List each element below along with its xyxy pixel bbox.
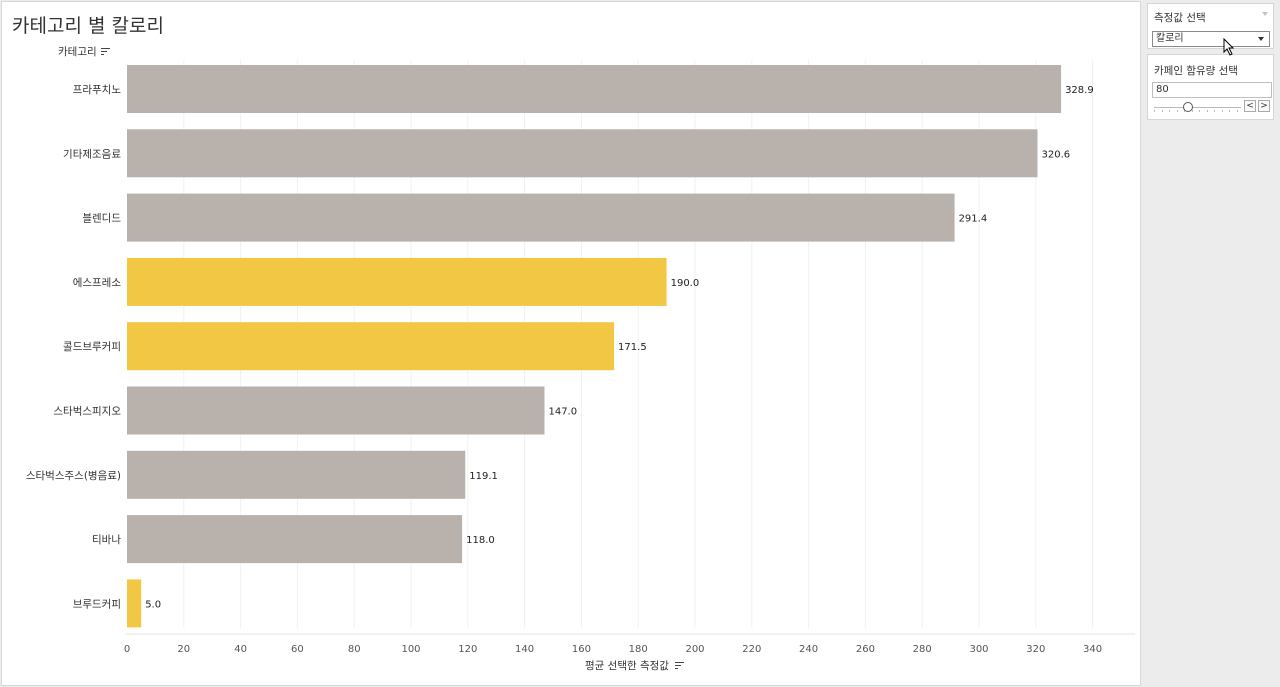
x-axis-title: 평균 선택한 측정값 xyxy=(585,658,684,673)
next-step-button[interactable]: > xyxy=(1258,100,1270,112)
caffeine-card: 카페인 함유량 선택 80 < > xyxy=(1147,54,1274,120)
data-label: 328.9 xyxy=(1065,85,1094,96)
caffeine-title: 카페인 함유량 선택 xyxy=(1154,65,1238,77)
category-label: 프라푸치노 xyxy=(73,84,122,96)
slider-tick xyxy=(1214,110,1215,112)
caffeine-input[interactable]: 80 xyxy=(1152,82,1272,98)
chevron-down-icon xyxy=(1258,37,1264,41)
measure-select-card: 측정값 선택 칼로리 xyxy=(1147,3,1274,49)
category-label: 스타벅스피지오 xyxy=(53,406,121,418)
category-label: 콜드브루커피 xyxy=(63,341,121,353)
slider-tick xyxy=(1154,110,1155,112)
slider-tick xyxy=(1236,110,1238,112)
x-tick-label: 160 xyxy=(572,644,591,655)
bar-chart: 0 20 40 60 80 100 120 140 160 180 200 220 240 260 280 3… xyxy=(26,60,1135,655)
data-label: 291.4 xyxy=(959,214,988,225)
category-label: 에스프레소 xyxy=(73,277,122,289)
x-tick-label: 200 xyxy=(685,644,704,655)
slider-tick xyxy=(1176,110,1178,112)
category-label: 스타벅스주스(병음료) xyxy=(26,470,121,482)
slider-tick xyxy=(1206,110,1208,112)
x-tick-label: 0 xyxy=(124,644,130,655)
category-label: 기타제조음료 xyxy=(63,148,121,160)
caffeine-slider-track[interactable] xyxy=(1154,107,1241,108)
data-label: 320.6 xyxy=(1042,149,1071,160)
slider-tick xyxy=(1199,110,1200,112)
row-header: 카테고리 xyxy=(58,44,110,59)
slider-tick xyxy=(1169,110,1170,112)
x-tick-label: 60 xyxy=(291,644,304,655)
sort-icon[interactable] xyxy=(100,47,110,56)
data-label: 171.5 xyxy=(618,342,647,353)
x-tick-label: 320 xyxy=(1026,644,1045,655)
card-menu-arrow-icon[interactable] xyxy=(1262,12,1268,16)
x-sort-icon[interactable] xyxy=(674,661,684,670)
data-label: 190.0 xyxy=(671,278,700,289)
bar[interactable] xyxy=(127,579,142,628)
slider-tick xyxy=(1161,110,1163,112)
category-label: 브루드커피 xyxy=(73,598,121,610)
x-tick-label: 260 xyxy=(856,644,875,655)
category-label: 티바나 xyxy=(92,534,121,546)
x-tick-label: 80 xyxy=(348,644,361,655)
x-tick-label: 20 xyxy=(177,644,190,655)
data-label: 147.0 xyxy=(548,407,577,418)
control-sidebar: 측정값 선택 칼로리 카페인 함유량 선택 80 < > xyxy=(1142,0,1280,687)
x-tick-label: 240 xyxy=(799,644,818,655)
bar[interactable] xyxy=(127,65,1062,113)
x-axis-title-label: 평균 선택한 측정값 xyxy=(585,660,669,672)
bar[interactable] xyxy=(127,386,545,435)
x-tick-label: 100 xyxy=(401,644,420,655)
measure-dropdown[interactable]: 칼로리 xyxy=(1152,31,1270,47)
data-label: 119.1 xyxy=(469,471,498,482)
category-label: 블렌디드 xyxy=(82,213,121,225)
x-tick-label: 220 xyxy=(742,644,761,655)
prev-step-button[interactable]: < xyxy=(1244,100,1256,112)
x-tick-label: 40 xyxy=(234,644,247,655)
x-tick-label: 180 xyxy=(629,644,648,655)
x-tick-label: 340 xyxy=(1083,644,1102,655)
measure-dropdown-value: 칼로리 xyxy=(1156,33,1184,44)
x-tick-label: 280 xyxy=(913,644,932,655)
bar[interactable] xyxy=(127,129,1038,178)
bar[interactable] xyxy=(127,322,615,371)
data-label: 118.0 xyxy=(466,535,495,546)
data-label: 5.0 xyxy=(145,599,161,610)
measure-select-title: 측정값 선택 xyxy=(1154,12,1206,24)
mouse-cursor-icon xyxy=(1223,38,1235,56)
x-tick-label: 140 xyxy=(515,644,534,655)
slider-tick xyxy=(1191,110,1193,112)
row-header-label: 카테고리 xyxy=(58,46,97,58)
caffeine-slider-handle[interactable] xyxy=(1183,102,1193,112)
chart-title: 카테고리 별 칼로리 xyxy=(12,15,164,37)
slider-tick xyxy=(1221,110,1223,112)
bar[interactable] xyxy=(127,450,466,499)
bar[interactable] xyxy=(127,257,667,306)
slider-tick xyxy=(1229,110,1230,112)
x-tick-label: 300 xyxy=(969,644,988,655)
bar[interactable] xyxy=(127,193,955,242)
bar[interactable] xyxy=(127,515,463,564)
x-tick-label: 120 xyxy=(458,644,477,655)
